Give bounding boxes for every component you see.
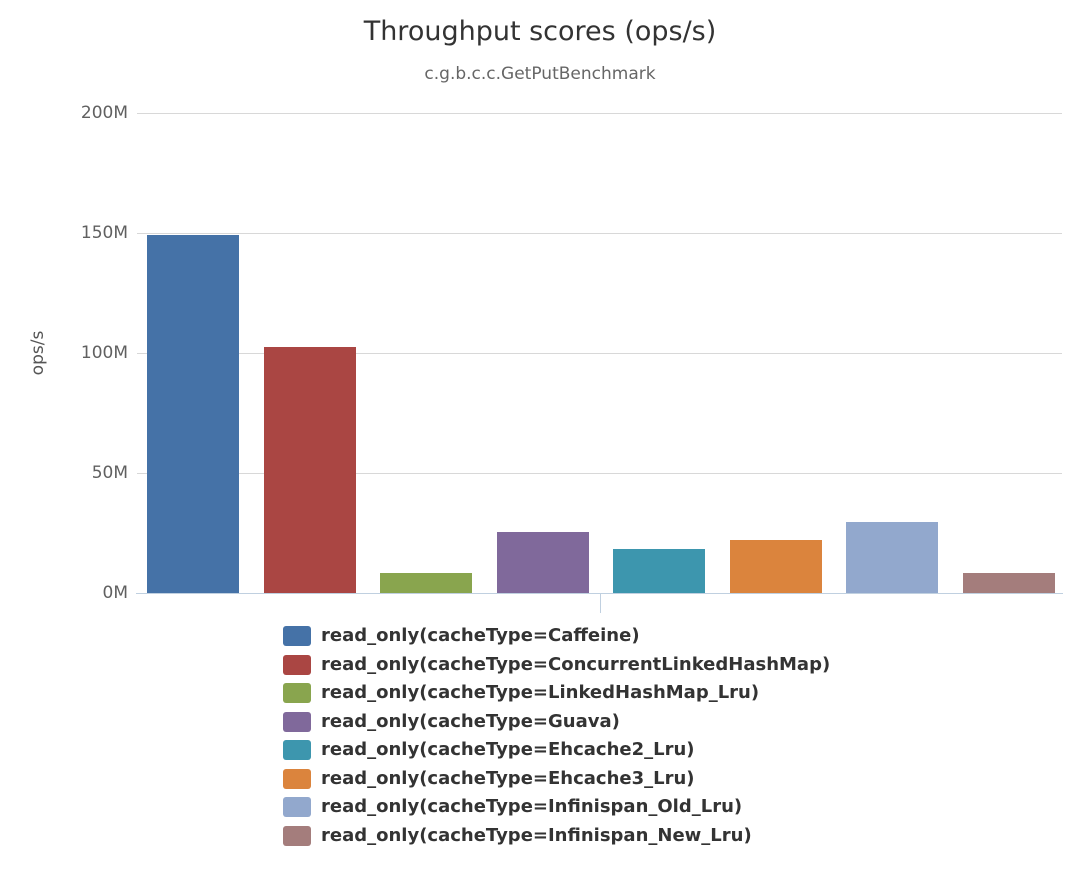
y-tick-label: 200M xyxy=(80,103,128,123)
legend: read_only(cacheType=Caffeine) read_only(c… xyxy=(283,626,830,854)
legend-label: read_only(cacheType=Ehcache3_Lru) xyxy=(321,767,695,789)
legend-swatch-icon xyxy=(283,654,311,675)
legend-swatch-icon xyxy=(283,626,311,646)
legend-swatch-icon xyxy=(283,797,311,817)
bar-7[interactable] xyxy=(846,522,938,593)
legend-swatch-icon xyxy=(283,740,311,760)
gridline xyxy=(137,113,1062,114)
chart-subtitle: c.g.b.c.c.GetPutBenchmark xyxy=(424,64,656,84)
bar-4[interactable] xyxy=(496,531,589,593)
legend-swatch-icon xyxy=(283,683,311,703)
legend-item-5[interactable]: read_only(cacheType=Ehcache2_Lru) xyxy=(283,740,830,760)
legend-item-3[interactable]: read_only(cacheType=LinkedHashMap_Lru) xyxy=(283,683,830,703)
bar-5[interactable] xyxy=(613,548,705,593)
legend-label: read_only(cacheType=ConcurrentLinkedHash… xyxy=(321,653,831,675)
x-axis-tick-mark xyxy=(600,594,601,613)
bar-1[interactable] xyxy=(147,235,239,593)
legend-item-4[interactable]: read_only(cacheType=Guava) xyxy=(283,710,830,732)
plot-area xyxy=(137,113,1062,593)
legend-item-6[interactable]: read_only(cacheType=Ehcache3_Lru) xyxy=(283,767,830,789)
legend-label: read_only(cacheType=Caffeine) xyxy=(321,625,640,646)
legend-item-8[interactable]: read_only(cacheType=Infinispan_New_Lru) xyxy=(283,824,830,846)
legend-label: read_only(cacheType=Ehcache2_Lru) xyxy=(321,739,695,760)
y-tick-label: 100M xyxy=(80,343,128,363)
legend-item-2[interactable]: read_only(cacheType=ConcurrentLinkedHash… xyxy=(283,653,831,675)
legend-label: read_only(cacheType=Infinispan_Old_Lru) xyxy=(321,796,743,817)
legend-label: read_only(cacheType=LinkedHashMap_Lru) xyxy=(321,682,760,703)
bar-3[interactable] xyxy=(380,572,472,593)
y-tick-label: 50M xyxy=(91,463,128,483)
x-axis-line xyxy=(136,593,1063,594)
chart-title: Throughput scores (ops/s) xyxy=(363,16,717,47)
legend-item-7[interactable]: read_only(cacheType=Infinispan_Old_Lru) xyxy=(283,797,830,817)
bar-2[interactable] xyxy=(263,347,356,593)
y-tick-label: 0M xyxy=(102,583,128,603)
legend-label: read_only(cacheType=Infinispan_New_Lru) xyxy=(321,824,752,846)
y-tick-label: 150M xyxy=(80,223,128,243)
gridline xyxy=(137,353,1062,354)
legend-swatch-icon xyxy=(283,825,311,846)
legend-swatch-icon xyxy=(283,768,311,789)
gridline xyxy=(137,473,1062,474)
legend-item-1[interactable]: read_only(cacheType=Caffeine) xyxy=(283,626,830,646)
bar-6[interactable] xyxy=(729,540,822,593)
legend-label: read_only(cacheType=Guava) xyxy=(321,710,620,732)
bar-8[interactable] xyxy=(962,572,1055,593)
legend-swatch-icon xyxy=(283,711,311,732)
gridline xyxy=(137,233,1062,234)
